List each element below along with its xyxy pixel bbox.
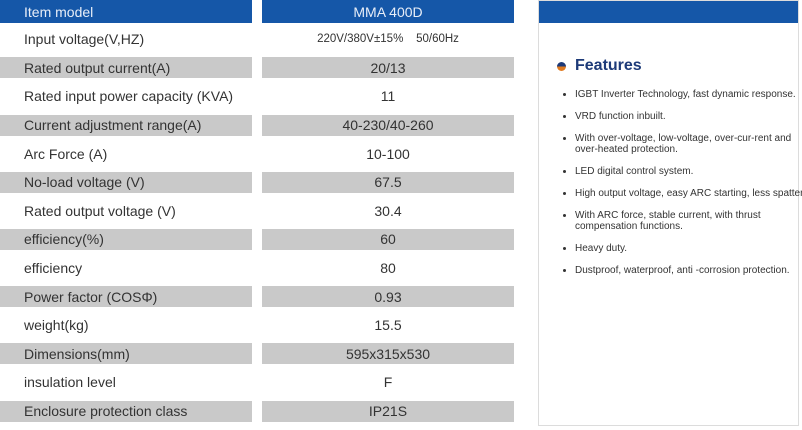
- panel-header-band: [539, 1, 798, 23]
- table-row: Current adjustment range(A) 40-230/40-260: [0, 111, 514, 140]
- feature-item: With ARC force, stable current, with thr…: [575, 210, 802, 232]
- table-row: efficiency(%) 60: [0, 225, 514, 254]
- spec-value: IP21S: [262, 400, 514, 422]
- spec-value: 0.93: [262, 286, 514, 308]
- spec-label: Input voltage(V,HZ): [24, 31, 145, 48]
- table-row: Enclosure protection class IP21S: [0, 397, 514, 426]
- spec-label: efficiency(%): [0, 228, 252, 250]
- table-row: Dimensions(mm) 595x315x530: [0, 340, 514, 369]
- table-row: Input voltage(V,HZ) 220V/380V±15% 50/60Hz: [0, 25, 514, 54]
- spec-value: 20/13: [262, 57, 514, 79]
- spec-label: insulation level: [24, 374, 116, 391]
- spec-value: 80: [380, 260, 396, 277]
- table-row: Rated output voltage (V) 30.4: [0, 197, 514, 226]
- table-row: Rated output current(A) 20/13: [0, 54, 514, 83]
- spec-value: 595x315x530: [262, 343, 514, 365]
- header-model: MMA 400D: [262, 0, 514, 23]
- feature-item: With over-voltage, low-voltage, over-cur…: [575, 133, 802, 155]
- spec-value: 30.4: [374, 202, 402, 219]
- features-list: IGBT Inverter Technology, fast dynamic r…: [553, 89, 802, 287]
- spec-label: Rated output current(A): [0, 57, 252, 79]
- spec-label: Dimensions(mm): [0, 343, 252, 365]
- feature-item: VRD function inbuilt.: [575, 111, 802, 122]
- feature-item: Heavy duty.: [575, 243, 802, 254]
- spec-value: 15.5: [374, 317, 402, 334]
- spec-label: weight(kg): [24, 317, 89, 334]
- table-row: Rated input power capacity (KVA) 11: [0, 82, 514, 111]
- feature-item: Dustproof, waterproof, anti -corrosion p…: [575, 265, 802, 276]
- spec-label: Power factor (COSΦ): [0, 286, 252, 308]
- spec-label: Rated output voltage (V): [24, 202, 176, 219]
- table-row: efficiency 80: [0, 254, 514, 283]
- spec-value: F: [383, 374, 393, 391]
- feature-item: LED digital control system.: [575, 166, 802, 177]
- table-row: insulation level F: [0, 368, 514, 397]
- spec-value: 40-230/40-260: [262, 114, 514, 136]
- feature-item: High output voltage, easy ARC starting, …: [575, 188, 802, 199]
- features-title-text: Features: [575, 57, 642, 74]
- spec-label: Rated input power capacity (KVA): [24, 88, 234, 105]
- features-title: Features: [557, 57, 642, 75]
- table-row: Power factor (COSΦ) 0.93: [0, 282, 514, 311]
- table-row: weight(kg) 15.5: [0, 311, 514, 340]
- spec-value: 11: [380, 88, 396, 105]
- table-row: Arc Force (A) 10-100: [0, 139, 514, 168]
- spec-table: Item model MMA 400D Input voltage(V,HZ) 2…: [0, 0, 514, 426]
- feature-item: IGBT Inverter Technology, fast dynamic r…: [575, 89, 802, 100]
- spec-value: 60: [262, 228, 514, 250]
- spec-value: 67.5: [262, 171, 514, 193]
- bullet-dot-icon: [557, 61, 566, 71]
- spec-value: 10-100: [366, 145, 410, 162]
- features-panel: Features IGBT Inverter Technology, fast …: [538, 0, 802, 426]
- spec-label: efficiency: [24, 260, 83, 277]
- spec-label: Arc Force (A): [24, 145, 108, 162]
- spec-label: Enclosure protection class: [0, 400, 252, 422]
- spec-value: 220V/380V±15% 50/60Hz: [317, 33, 459, 46]
- spec-label: No-load voltage (V): [0, 171, 252, 193]
- header-label: Item model: [0, 0, 252, 23]
- spec-label: Current adjustment range(A): [0, 114, 252, 136]
- table-header-row: Item model MMA 400D: [0, 0, 514, 25]
- table-row: No-load voltage (V) 67.5: [0, 168, 514, 197]
